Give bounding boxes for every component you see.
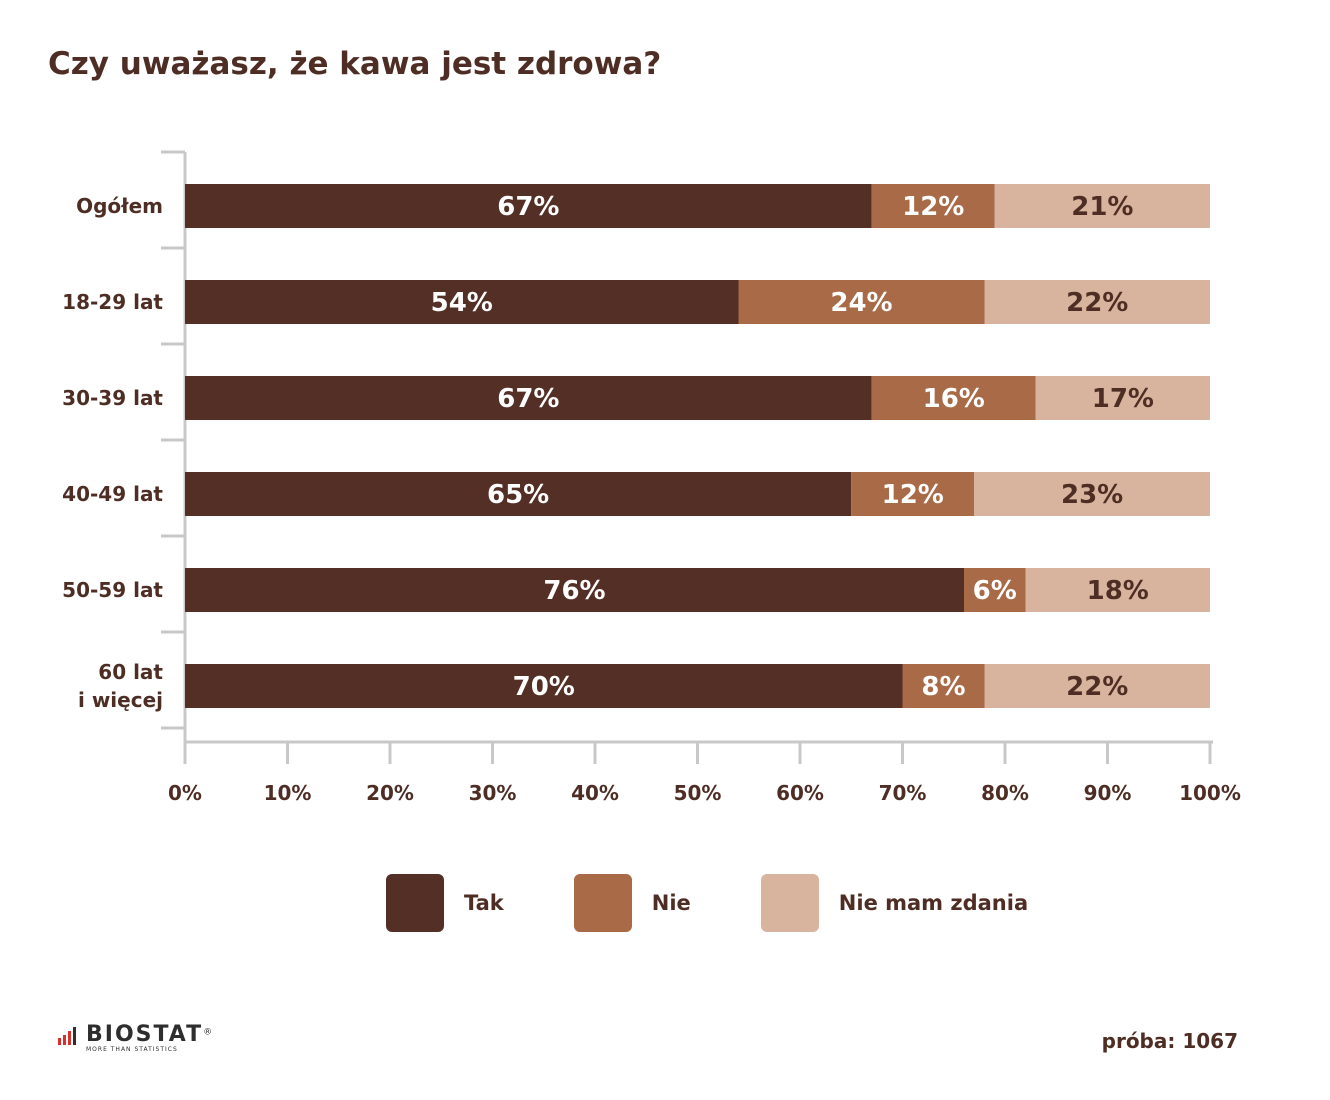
bar-segment-2 — [984, 280, 1210, 324]
chart-title: Czy uważasz, że kawa jest zdrowa? — [48, 46, 662, 82]
bar-segment-1 — [902, 664, 985, 708]
category-label: 18-29 lat — [62, 290, 163, 314]
data-label: 8% — [921, 672, 965, 702]
data-label: 16% — [923, 384, 985, 414]
category-label: 60 lat — [98, 660, 163, 684]
bar-segment-2 — [1035, 376, 1210, 420]
bar-segment-0 — [185, 664, 903, 708]
bar-segment-2 — [994, 184, 1210, 228]
data-label: 6% — [973, 576, 1017, 606]
data-label: 12% — [882, 480, 944, 510]
bar-segment-1 — [964, 568, 1026, 612]
legend-label-nie-mam-zdania: Nie mam zdania — [838, 891, 1029, 915]
data-label: 18% — [1087, 576, 1149, 606]
legend-item-tak: Tak — [386, 874, 504, 932]
bar-segment-2 — [974, 472, 1210, 516]
x-tick-label: 40% — [571, 781, 619, 805]
bar-segment-1 — [871, 376, 1036, 420]
data-label: 23% — [1061, 480, 1123, 510]
data-label: 24% — [830, 288, 892, 318]
legend-swatch-nie-mam-zdania — [760, 874, 819, 932]
legend: Tak Nie Nie mam zdania — [386, 874, 1098, 932]
bar-segment-1 — [851, 472, 975, 516]
data-label: 12% — [902, 192, 964, 222]
bar-segment-0 — [185, 568, 964, 612]
bar-segment-0 — [185, 280, 739, 324]
legend-label-tak: Tak — [464, 891, 504, 915]
bar-segment-2 — [984, 664, 1210, 708]
x-tick-label: 0% — [168, 781, 202, 805]
x-tick-label: 100% — [1179, 781, 1241, 805]
data-label: 22% — [1066, 672, 1128, 702]
bar-segment-2 — [1025, 568, 1210, 612]
category-label: 50-59 lat — [62, 578, 163, 602]
stacked-bar-chart: 0% 10% 20% 30% 40% 50% 60% 70% 80% 90% 100% Ogółem 6… — [62, 150, 1241, 805]
data-label: 65% — [487, 480, 549, 510]
legend-item-nie-mam-zdania: Nie mam zdania — [760, 874, 1029, 932]
registered-mark: ® — [203, 1027, 213, 1038]
x-tick-label: 10% — [264, 781, 312, 805]
sample-size: próba: 1067 — [1101, 1029, 1238, 1053]
data-label: 67% — [497, 384, 559, 414]
data-label: 70% — [513, 672, 575, 702]
data-label: 67% — [497, 192, 559, 222]
bar-segment-1 — [738, 280, 985, 324]
logo-text: BIOSTAT — [86, 1022, 204, 1047]
data-label: 22% — [1066, 288, 1128, 318]
bar-segment-0 — [185, 376, 872, 420]
data-label: 54% — [431, 288, 493, 318]
category-label: i więcej — [78, 688, 163, 712]
legend-label-nie: Nie — [651, 891, 691, 915]
category-label: 40-49 lat — [62, 482, 163, 506]
data-label: 76% — [543, 576, 605, 606]
bar-signal-icon — [58, 1027, 76, 1045]
x-tick-label: 50% — [674, 781, 722, 805]
legend-item-nie: Nie — [573, 874, 691, 932]
x-tick-label: 30% — [469, 781, 517, 805]
legend-swatch-nie — [573, 874, 632, 932]
data-label: 17% — [1092, 384, 1154, 414]
bar-segment-0 — [185, 184, 872, 228]
category-label: Ogółem — [76, 194, 163, 218]
x-tick-label: 70% — [879, 781, 927, 805]
bar-segment-1 — [871, 184, 995, 228]
x-tick-label: 80% — [981, 781, 1029, 805]
bar-segment-0 — [185, 472, 852, 516]
x-tick-label: 90% — [1084, 781, 1132, 805]
biostat-logo: BIOSTAT® MORE THAN STATISTICS — [58, 1024, 212, 1054]
data-label: 21% — [1071, 192, 1133, 222]
x-tick-label: 60% — [776, 781, 824, 805]
logo-tagline: MORE THAN STATISTICS — [86, 1046, 178, 1053]
category-label: 30-39 lat — [62, 386, 163, 410]
x-tick-label: 20% — [366, 781, 414, 805]
legend-swatch-tak — [386, 874, 444, 932]
